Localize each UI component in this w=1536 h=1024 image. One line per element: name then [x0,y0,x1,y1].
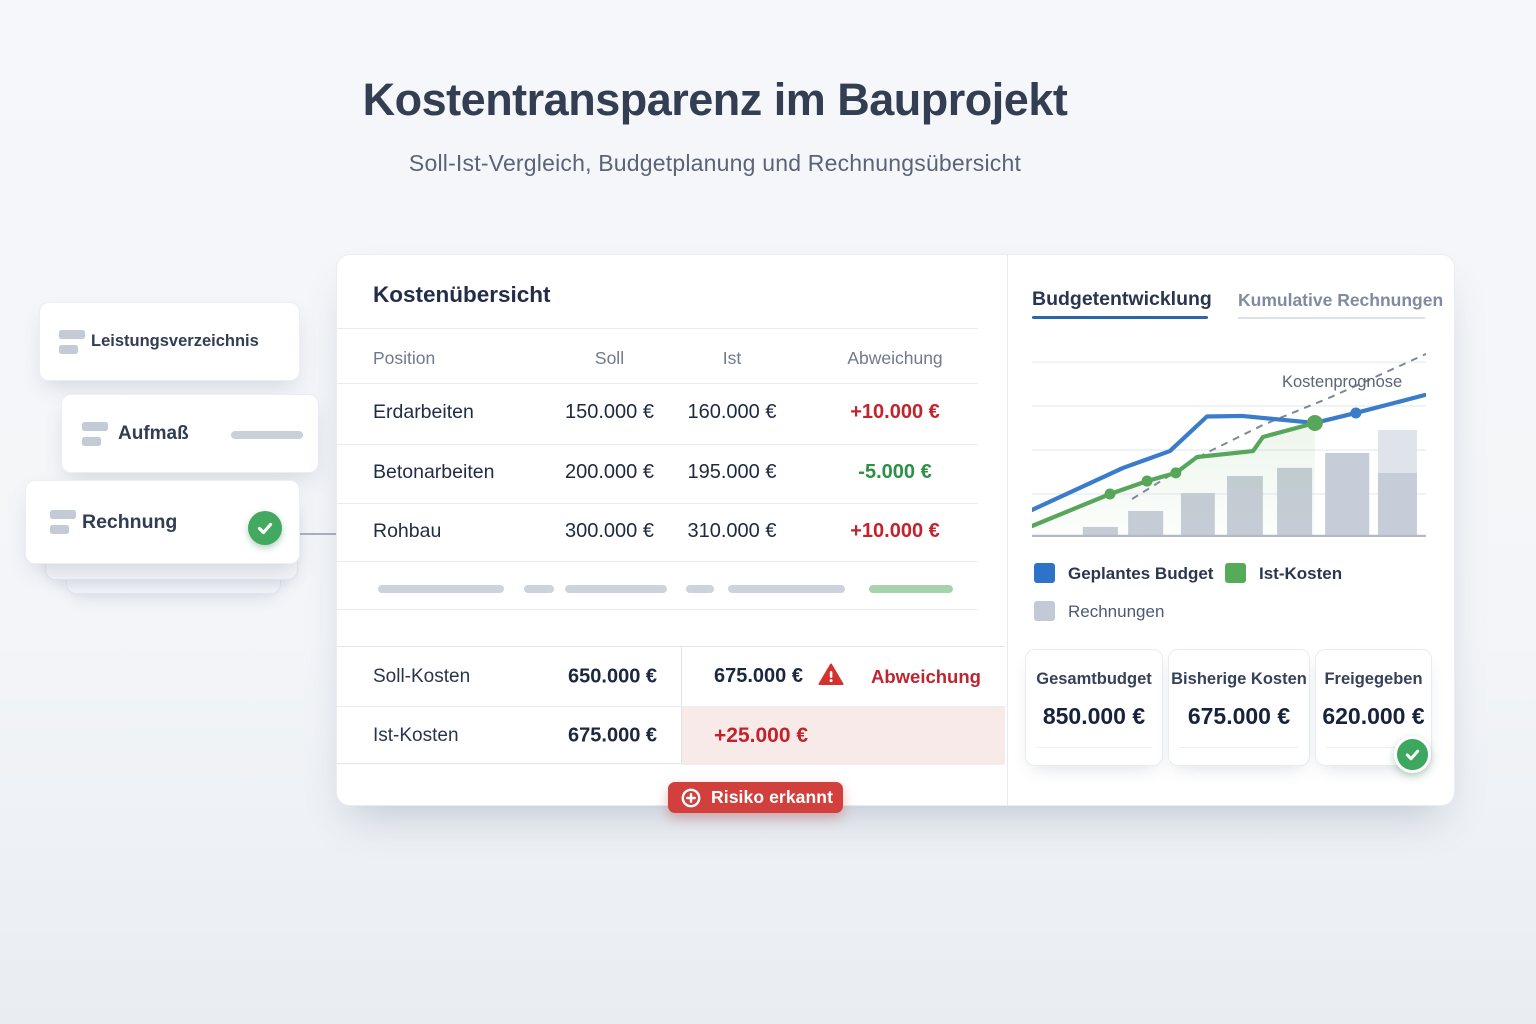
legend-swatch-geplantes-budget [1034,563,1055,583]
flow-card-label: Aufmaß [118,422,189,444]
kpi-title: Gesamtbudget [1036,670,1152,688]
kpi-card-freigegeben: Freigegeben 620.000 € [1315,649,1432,773]
table-row[interactable]: Betonarbeiten 200.000 € 195.000 € -5.000… [373,461,978,487]
cell-abweichung: +10.000 € [850,401,940,423]
table-row[interactable]: Rohbau 300.000 € 310.000 € +10.000 € [373,520,978,546]
inactive-tab-underline [1238,317,1425,319]
col-header-abweichung: Abweichung [847,348,943,368]
totals-value: 675.000 € [568,724,657,746]
ist-total-value: 675.000 € [714,665,803,687]
flow-card-label: Leistungsverzeichnis [91,332,259,350]
table-row[interactable]: Erdarbeiten 150.000 € 160.000 € +10.000 … [373,401,978,427]
kpi-value: 675.000 € [1187,703,1291,729]
cell-position: Rohbau [373,520,442,542]
cell-position: Betonarbeiten [373,461,495,483]
legend-swatch-rechnungen [1034,601,1055,621]
divider [337,383,978,384]
totals-value: 650.000 € [568,665,657,687]
kpi-title: Freigegeben [1324,670,1423,688]
check-icon [248,511,282,545]
plus-circle-icon [681,788,701,808]
totals-row-ist: Ist-Kosten 675.000 € [337,706,681,765]
tab-budgetentwicklung[interactable]: Budgetentwicklung [1032,288,1212,310]
section-divider [1007,255,1008,805]
divider [681,647,682,763]
cell-ist: 310.000 € [687,520,777,542]
divider [1179,747,1299,748]
cell-ist: 160.000 € [687,401,777,423]
connector-line [300,533,337,535]
cell-soll: 300.000 € [565,520,654,542]
budget-chart [1029,351,1427,538]
page-title: Kostentransparenz im Bauprojekt [362,74,1068,125]
kpi-card-bisherige-kosten: Bisherige Kosten 675.000 € [1168,649,1310,766]
col-header-position: Position [373,348,436,368]
page-subtitle: Soll-Ist-Vergleich, Budgetplanung und Re… [408,150,1022,176]
col-header-ist: Ist [722,348,742,368]
deviation-label: Abweichung [870,665,981,687]
main-card: Kostenübersicht Position Soll Ist Abweic… [336,254,1455,806]
flow-card-leistungsverzeichnis[interactable]: Leistungsverzeichnis [39,302,300,381]
cell-abweichung: +10.000 € [850,520,940,542]
totals-label: Ist-Kosten [373,724,459,746]
approved-check-icon [1394,736,1431,773]
cell-position: Erdarbeiten [373,401,474,423]
warning-icon [818,663,844,691]
risk-button-label: Risiko erkannt [711,787,833,807]
chart-annotation: Kostenprognose [1282,373,1403,391]
legend-label: Ist-Kosten [1259,564,1343,583]
cost-table-title: Kostenübersicht [373,282,551,307]
document-lines-icon [59,329,85,354]
divider [1326,747,1421,748]
document-lines-icon [50,510,76,534]
totals-label: Soll-Kosten [373,665,471,687]
kpi-value: 850.000 € [1042,703,1146,729]
table-header-row: Position Soll Ist Abweichung [373,348,978,374]
cell-abweichung: -5.000 € [858,461,932,483]
cell-soll: 200.000 € [565,461,654,483]
divider [337,328,978,329]
kpi-title: Bisherige Kosten [1171,670,1307,688]
divider [337,706,1005,707]
deviation-cell-top: 675.000 € Abweichung [682,647,1005,706]
divider [337,561,978,562]
kpi-value: 620.000 € [1322,703,1425,729]
tab-kumulative-rechnungen[interactable]: Kumulative Rechnungen [1238,290,1444,310]
legend-label: Geplantes Budget [1068,564,1214,583]
divider [337,503,978,504]
placeholder-bar [231,431,303,439]
divider [337,444,978,445]
totals-row-soll: Soll-Kosten 650.000 € [337,647,681,706]
deviation-cell-bottom: +25.000 € [682,707,1005,765]
document-lines-icon [82,421,108,446]
legend-label: Rechnungen [1068,602,1165,621]
cell-ist: 195.000 € [687,461,777,483]
col-header-soll: Soll [594,348,625,368]
totals-summary: Soll-Kosten 650.000 € Ist-Kosten 675.000… [337,646,1005,765]
flow-card-aufmass[interactable]: Aufmaß [61,394,319,473]
active-tab-underline [1032,316,1208,319]
flow-card-label: Rechnung [82,510,178,533]
risk-detected-button[interactable]: Risiko erkannt [668,782,843,813]
flow-card-rechnung[interactable]: Rechnung [25,480,300,564]
skeleton-row [373,585,978,593]
legend-swatch-ist-kosten [1225,563,1246,583]
cell-soll: 150.000 € [565,401,654,423]
divider [337,609,978,610]
deviation-value: +25.000 € [714,724,809,747]
kpi-card-gesamtbudget: Gesamtbudget 850.000 € [1025,649,1163,766]
divider [1036,747,1152,748]
